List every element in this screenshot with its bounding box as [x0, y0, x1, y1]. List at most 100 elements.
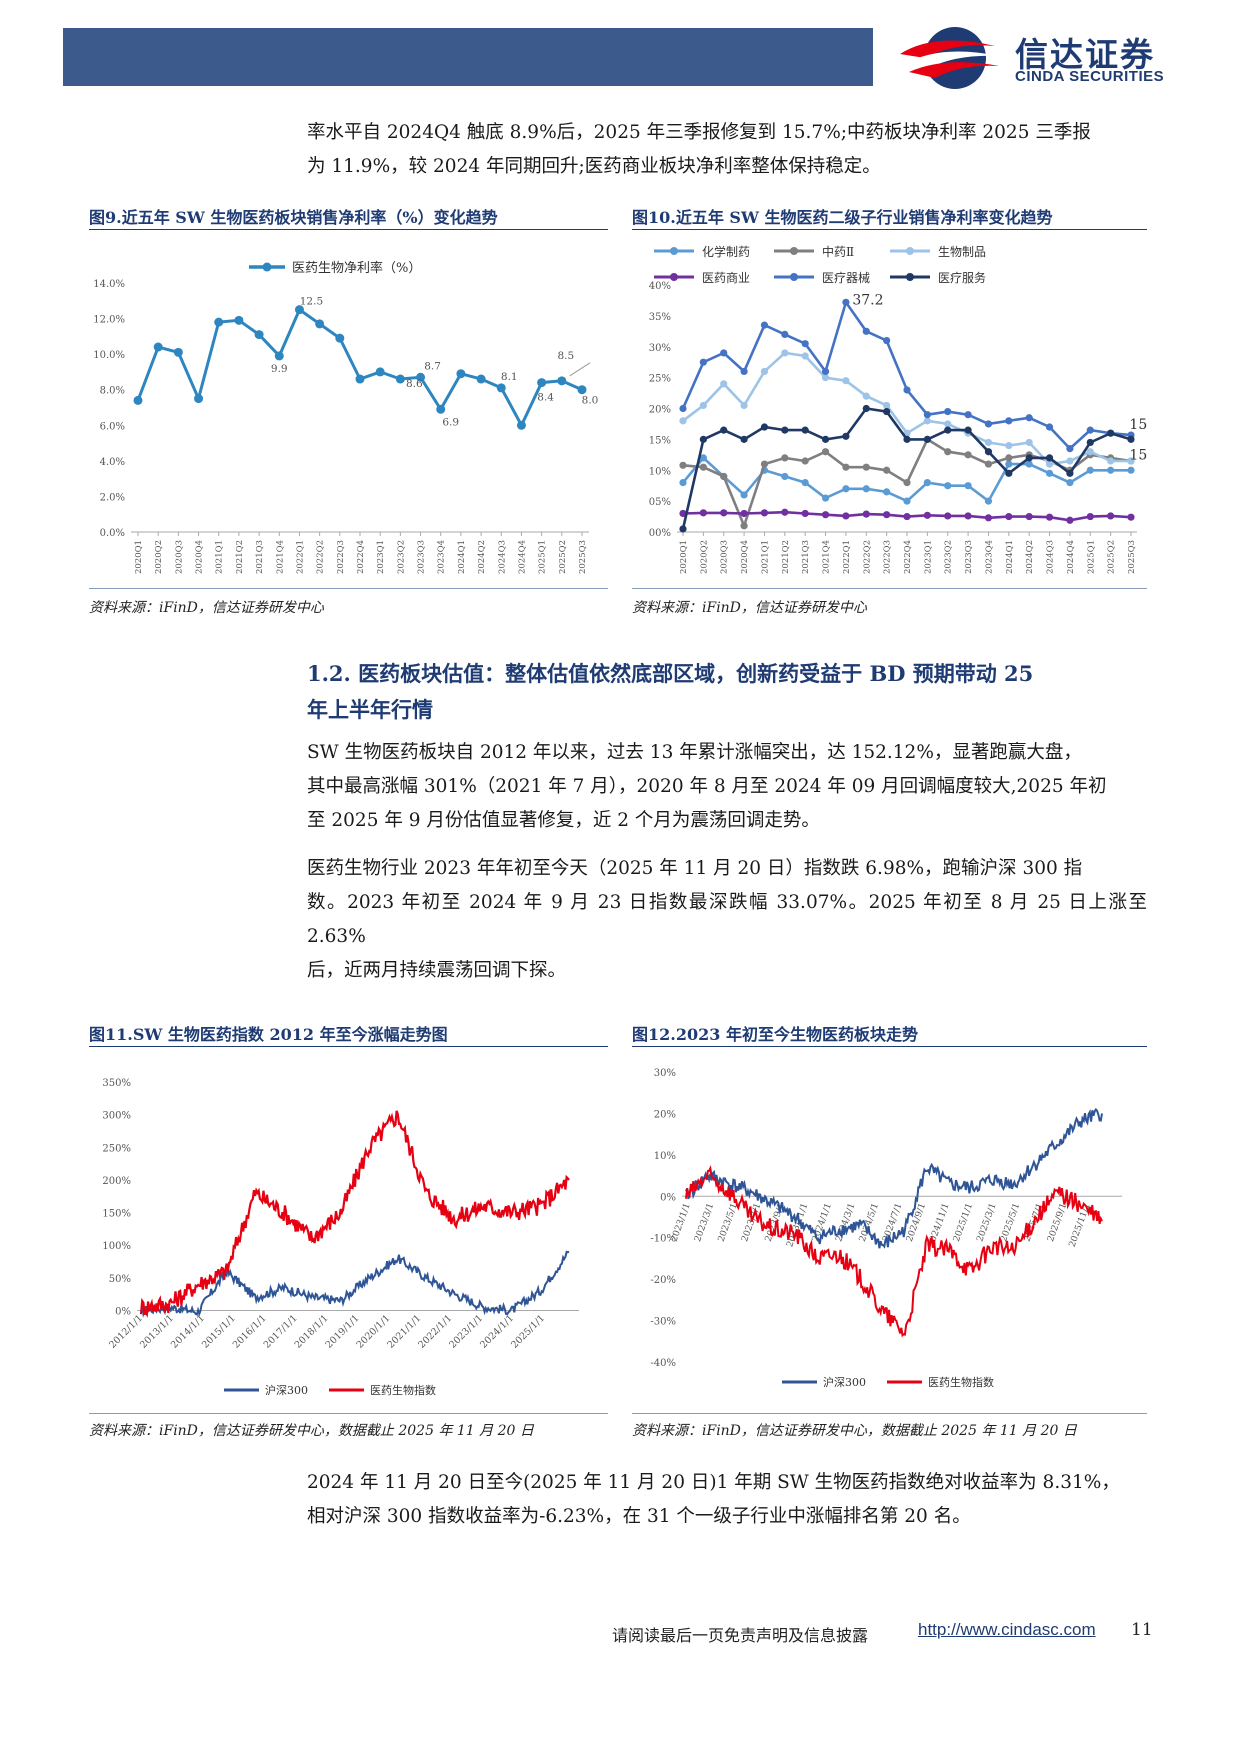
fig9-point [133, 395, 143, 405]
fig9-data-label: 6.9 [442, 416, 459, 428]
fig10-point [1005, 454, 1013, 462]
fig10-point [862, 463, 870, 471]
fig9-ytick-label: 0.0% [100, 528, 125, 539]
fig10-point [1005, 469, 1013, 477]
fig10-point [944, 426, 952, 434]
fig10-point [903, 435, 911, 443]
fig10-xtick-label: 2025Q2 [1107, 540, 1117, 574]
fig10-point [1086, 466, 1094, 474]
fig9-point [416, 372, 426, 382]
section-title-line-1: 1.2. 医药板块估值：整体估值依然底部区域，创新药受益于 BD 预期带动 25 [307, 661, 1034, 686]
fig10-legend-label: 医疗器械 [822, 270, 870, 285]
fig11-xtick-label: 2025/1/1 [509, 1313, 547, 1351]
fig10-point [679, 417, 687, 425]
para2-line-1: 医药生物行业 2023 年年初至今天（2025 年 11 月 20 日）指数跌 … [307, 858, 1083, 879]
fig9-point [516, 420, 526, 430]
fig10-point [944, 407, 952, 416]
fig10-legend-marker [790, 273, 798, 281]
fig10-point [984, 497, 993, 505]
fig9-xtick-label: 2024Q1 [457, 540, 467, 574]
fig10-point [1086, 438, 1094, 447]
fig10-point [679, 525, 687, 533]
fig10-point [1107, 457, 1115, 465]
fig10-point [883, 488, 891, 496]
fig10-xtick-label: 2025Q1 [1086, 540, 1096, 574]
fig10-point [883, 401, 891, 410]
fig11-ytick-label: 250% [102, 1143, 131, 1154]
fig12-xtick-label: 2024/9/1 [905, 1202, 928, 1243]
fig10-legend-label: 生物制品 [938, 245, 986, 259]
fig10-point [984, 448, 993, 456]
fig10-legend-label: 化学制药 [702, 244, 750, 259]
fig10-point [862, 510, 870, 518]
fig9-point [173, 347, 183, 357]
fig10-point [1066, 516, 1074, 524]
fig10-point [1045, 469, 1054, 477]
fig10-point [1045, 454, 1054, 462]
fig10-xtick-label: 2021Q2 [781, 540, 791, 574]
section-title-line-2: 年上半年行情 [307, 697, 433, 722]
footer-website-link[interactable]: http://www.cindasc.com [918, 1620, 1096, 1639]
fig10-point [923, 411, 931, 419]
fig10-point [883, 407, 891, 416]
fig10-bottom-rule [632, 588, 1147, 589]
fig9-xtick-label: 2023Q3 [417, 540, 427, 574]
fig9-ytick-label: 4.0% [100, 457, 125, 468]
fig10-point [842, 298, 850, 306]
fig10-ytick-label: 15% [649, 435, 671, 446]
fig10-point [740, 435, 748, 443]
fig10-point [923, 417, 931, 425]
fig10-ytick-label: 25% [649, 374, 671, 385]
fig10-point [862, 327, 870, 335]
fig12-xtick-label: 2023/1/1 [670, 1202, 693, 1243]
fig9-point [577, 385, 587, 395]
fig9-xtick-label: 2020Q1 [134, 540, 144, 574]
fig9-data-label: 8.5 [557, 350, 574, 362]
fig10-point [781, 508, 789, 516]
fig10-point [801, 457, 809, 465]
fig10-xtick-label: 2021Q1 [760, 540, 770, 574]
fig10-point [1025, 460, 1033, 468]
fig10-point [699, 509, 707, 517]
fig10-point [720, 509, 728, 517]
paragraph-3: 2024 年 11 月 20 日至今(2025 年 11 月 20 日)1 年期… [307, 1466, 1147, 1534]
fig9-xtick-label: 2021Q3 [255, 540, 265, 574]
fig12-xtick-label: 2025/9/1 [1046, 1202, 1069, 1243]
fig9-xtick-label: 2022Q1 [295, 540, 305, 574]
fig12-top-rule [632, 1046, 1147, 1047]
fig10-point [1086, 512, 1094, 521]
para1-line-3: 至 2025 年 9 月份估值显著修复，近 2 个月为震荡回调走势。 [307, 810, 820, 831]
fig10-point [1025, 454, 1033, 462]
fig11-ytick-label: 150% [102, 1209, 131, 1220]
fig10-annotation: 15.7 [1129, 417, 1147, 433]
page-number: 11 [1131, 1620, 1153, 1640]
fig9-legend-marker [262, 262, 272, 272]
fig10-point [984, 438, 993, 447]
fig10-point [699, 454, 707, 462]
fig10-point [699, 463, 707, 471]
fig10-point [842, 485, 850, 493]
fig10-xtick-label: 2020Q1 [679, 540, 689, 574]
fig10-point [862, 404, 870, 413]
fig9-point [194, 394, 204, 404]
fig10-point [781, 330, 789, 338]
fig10-point [1066, 445, 1074, 453]
fig12-xtick-label: 2023/3/1 [693, 1202, 716, 1243]
fig10-point [944, 482, 952, 490]
fig12-bottom-rule [632, 1413, 1147, 1414]
fig10-point [862, 485, 870, 493]
fig10-ytick-label: 30% [649, 343, 671, 354]
fig10-point [821, 494, 830, 502]
fig10-point [720, 349, 728, 357]
fig10-point [801, 340, 809, 348]
fig10-annotation: 37.2 [852, 292, 883, 308]
fig9-xtick-label: 2025Q1 [538, 540, 548, 574]
fig11-title: 图11.SW 生物医药指数 2012 年至今涨幅走势图 [89, 1025, 448, 1044]
fig9-xtick-label: 2020Q4 [195, 540, 205, 574]
section-title: 1.2. 医药板块估值：整体估值依然底部区域，创新药受益于 BD 预期带动 25… [307, 656, 1147, 728]
fig10-legend-marker [670, 247, 678, 255]
fig10-point [1025, 512, 1033, 521]
fig10-xtick-label: 2020Q3 [720, 540, 730, 574]
fig12-xtick-label: 2023/5/1 [717, 1202, 740, 1243]
